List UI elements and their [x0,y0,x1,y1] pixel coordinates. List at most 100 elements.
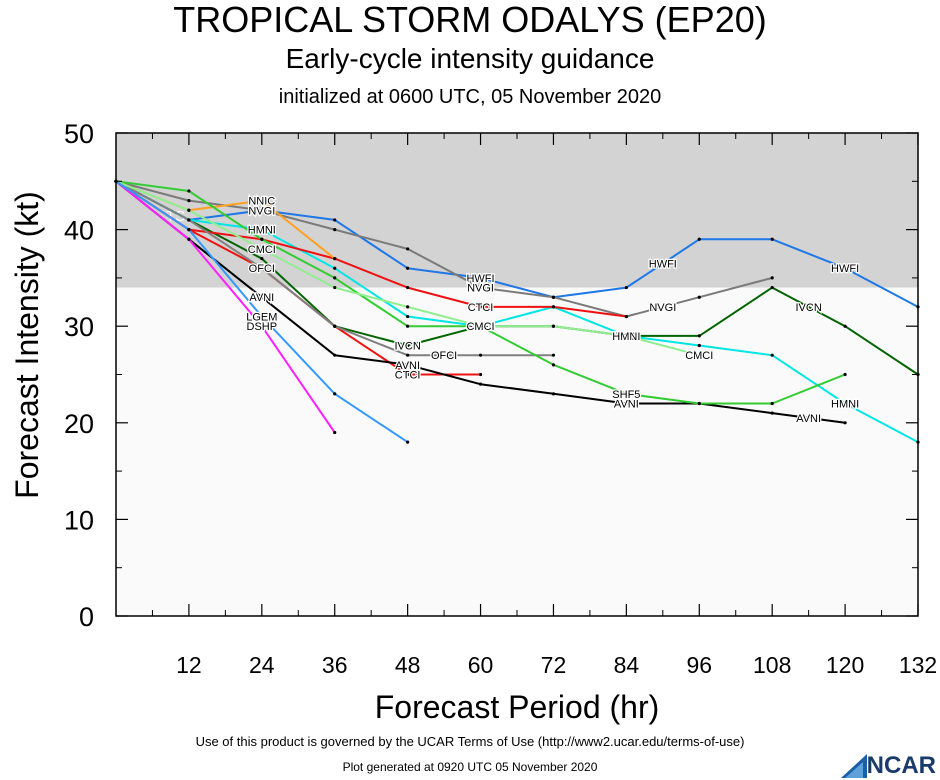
x-tick-label: 96 [686,652,712,678]
data-point-ofci [187,218,191,222]
series-label-avni: AVNI [395,360,420,372]
data-point-lgem [406,440,410,444]
data-point-lgem [333,392,337,396]
data-point-ivcn [260,256,264,261]
data-point-ctci [478,305,483,309]
data-point-avni [260,295,264,299]
data-point-shf5 [624,392,628,396]
x-tick-label: 108 [753,652,791,678]
generated-time: Plot generated at 0920 UTC 05 November 2… [342,760,598,774]
y-tick-label: 10 [64,505,94,535]
data-point-nvgi [333,228,337,232]
data-point-hmni [770,353,774,357]
series-label-lgem: LGEM [246,312,277,324]
series-label-hmni: HMNI [612,331,640,343]
series-label-ofci: OFCI [249,263,275,275]
data-point-shf5 [843,372,847,377]
data-point-avni [478,382,483,386]
series-label-hmni: HMNI [831,398,859,410]
band-label: TS [166,208,185,225]
data-point-shf5 [333,276,337,280]
series-label-avni: AVNI [796,413,821,425]
data-point-hmni [697,343,701,348]
data-point-hwfi [333,218,337,222]
data-point-dshp [260,324,264,328]
data-point-lgem [260,314,264,319]
ncar-logo-icon [840,754,867,778]
y-tick-label: 20 [64,409,94,439]
x-axis-label: Forecast Period (hr) [375,689,660,725]
data-point-hwfi [770,237,774,241]
ncar-logo: NCAR [840,752,936,780]
data-point-cmci [406,305,410,309]
data-point-hmni [333,266,337,270]
series-label-shf5: SHF5 [612,389,640,401]
x-tick-label: 132 [899,652,937,678]
series-label-ctci: CTCI [468,302,494,314]
y-tick-label: 50 [64,119,94,149]
series-label-ivcn: IVCN [613,331,639,343]
data-point-hwfi [406,266,410,270]
data-point-ivcn [770,285,774,290]
x-tick-label: 72 [541,652,567,678]
data-point-avni [333,353,337,357]
data-point-ctci [551,305,556,309]
data-point-cmci [478,324,483,328]
data-point-ofci [551,353,556,357]
series-label-hwfi: HWFI [649,258,677,270]
x-tick-label: 24 [249,652,275,678]
series-line-dshp-11 [115,180,336,434]
y-tick-label: 40 [64,216,94,246]
series-label-shf5: SHF5 [466,321,494,333]
data-point-ctci [624,314,628,319]
data-point-cmci [551,324,556,328]
terms-of-use: Use of this product is governed by the U… [195,734,745,749]
data-point-nvgi [770,276,774,280]
data-point-nnic [333,256,337,261]
data-point-cmci [260,247,264,251]
series-line-hmni-3 [115,180,919,443]
data-point-ctci [406,285,410,290]
chart-subtitle: Early-cycle intensity guidance [285,43,655,74]
data-point-nvgi [260,208,264,212]
series-label-cmci: CMCI [248,244,276,256]
data-point-shf5 [406,324,410,328]
data-point-dshp [187,237,191,241]
data-point-ctci [406,372,410,377]
series-label-cmci: CMCI [466,321,494,333]
data-point-ofci [260,266,264,270]
data-point-ivcn [406,343,410,348]
intensity-band-0 [116,133,918,288]
data-point-shf5 [187,189,191,193]
data-point-shf5 [260,237,264,241]
data-point-nvgi [187,199,191,203]
data-point-ofci [478,353,483,357]
series-label-hwfi: HWFI [466,273,494,285]
intensity-band-1 [116,287,918,616]
data-point-avni [770,411,774,415]
data-point-shf5 [770,401,774,406]
data-point-shf5 [551,363,556,367]
series-label-cmci: CMCI [685,350,713,362]
series-label-nvgi: NVGI [248,205,275,217]
data-point-avni [551,392,556,396]
series-label-nvgi: NVGI [649,302,676,314]
data-point-ivcn [843,324,847,328]
data-point-hmni [406,314,410,319]
data-point-dshp [333,430,337,435]
y-tick-label: 30 [64,312,94,342]
data-point-hwfi [843,266,847,270]
x-tick-label: 48 [395,652,421,678]
series-label-nvgi: NVGI [467,283,494,295]
series-line-hwfi-0 [115,180,919,308]
series-label-ctci: CTCI [395,370,421,382]
series-label-ivcn: IVCN [795,302,821,314]
ncar-logo-text: NCAR [866,752,936,779]
data-point-hwfi [624,285,628,290]
x-tick-label: 84 [614,652,640,678]
data-point-nnic [260,199,264,203]
data-point-ivcn [697,334,701,338]
data-point-nvgi [406,247,410,251]
data-point-cmci [187,208,191,212]
